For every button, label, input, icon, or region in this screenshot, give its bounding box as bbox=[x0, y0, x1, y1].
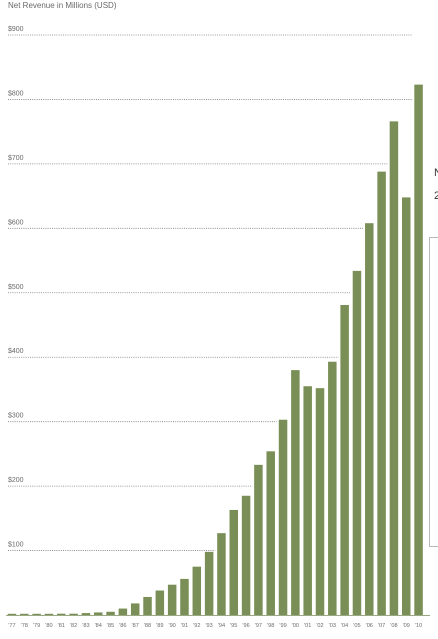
x-tick-label-93: '93 bbox=[205, 623, 212, 629]
bar-09 bbox=[401, 197, 411, 615]
y-tick-label-800: $800 bbox=[8, 90, 24, 97]
x-tick-label-86: '86 bbox=[119, 623, 126, 629]
bar-08 bbox=[389, 121, 399, 616]
x-tick-label-05: '05 bbox=[353, 623, 360, 629]
bar-79 bbox=[32, 613, 41, 615]
bar-05 bbox=[352, 270, 362, 615]
x-tick-label-88: '88 bbox=[144, 623, 151, 629]
y-tick-label-400: $400 bbox=[8, 348, 24, 355]
chart-title: Net Revenue in Millions (USD) bbox=[8, 1, 117, 10]
x-tick-label-78: '78 bbox=[21, 623, 28, 629]
bar-82 bbox=[69, 613, 78, 615]
bar-92 bbox=[192, 566, 202, 615]
x-tick-label-06: '06 bbox=[366, 623, 373, 629]
bar-78 bbox=[20, 613, 29, 615]
bar-00 bbox=[291, 370, 300, 615]
x-tick-label-97: '97 bbox=[255, 623, 262, 629]
side-text-fragment-1: N bbox=[434, 167, 438, 179]
x-tick-label-04: '04 bbox=[341, 623, 348, 629]
bar-94 bbox=[217, 533, 226, 615]
x-tick-label-85: '85 bbox=[107, 623, 114, 629]
x-tick-label-89: '89 bbox=[156, 623, 163, 629]
side-panel-edge bbox=[429, 237, 438, 547]
x-tick-label-09: '09 bbox=[403, 623, 410, 629]
bar-06 bbox=[365, 223, 374, 615]
bar-89 bbox=[155, 590, 165, 615]
x-tick-label-02: '02 bbox=[316, 623, 323, 629]
x-tick-label-03: '03 bbox=[329, 623, 336, 629]
bar-91 bbox=[180, 578, 189, 615]
x-tick-label-96: '96 bbox=[242, 623, 249, 629]
bar-85 bbox=[106, 611, 115, 615]
bar-88 bbox=[143, 596, 152, 615]
x-tick-label-90: '90 bbox=[169, 623, 176, 629]
side-text-fragment-2: 2 bbox=[434, 190, 438, 202]
x-tick-label-81: '81 bbox=[58, 623, 65, 629]
bar-03 bbox=[328, 361, 337, 615]
x-tick-label-83: '83 bbox=[82, 623, 89, 629]
y-tick-label-300: $300 bbox=[8, 413, 24, 420]
bar-80 bbox=[44, 613, 54, 615]
y-tick-label-600: $600 bbox=[8, 219, 24, 226]
bar-90 bbox=[167, 584, 177, 615]
x-tick-label-99: '99 bbox=[279, 623, 286, 629]
x-tick-label-00: '00 bbox=[292, 623, 299, 629]
x-tick-label-80: '80 bbox=[45, 623, 52, 629]
x-tick-label-98: '98 bbox=[267, 623, 274, 629]
bar-07 bbox=[377, 171, 386, 615]
x-tick-label-10: '10 bbox=[415, 623, 422, 629]
bar-96 bbox=[241, 495, 251, 615]
y-tick-label-500: $500 bbox=[8, 284, 24, 291]
x-tick-label-91: '91 bbox=[181, 623, 188, 629]
bar-87 bbox=[130, 603, 140, 615]
y-tick-label-100: $100 bbox=[8, 542, 24, 549]
bar-83 bbox=[81, 613, 91, 615]
x-tick-label-92: '92 bbox=[193, 623, 200, 629]
x-tick-label-94: '94 bbox=[218, 623, 225, 629]
bar-99 bbox=[278, 419, 288, 615]
x-tick-label-95: '95 bbox=[230, 623, 237, 629]
x-tick-label-07: '07 bbox=[378, 623, 385, 629]
bar-93 bbox=[204, 551, 214, 615]
x-tick-label-79: '79 bbox=[33, 623, 40, 629]
bar-04 bbox=[340, 305, 349, 615]
bar-02 bbox=[315, 388, 325, 615]
bar-84 bbox=[93, 612, 103, 615]
bar-97 bbox=[254, 464, 263, 615]
bar-81 bbox=[57, 613, 66, 615]
bar-77 bbox=[7, 613, 17, 615]
x-tick-label-08: '08 bbox=[390, 623, 397, 629]
bar-10 bbox=[414, 84, 423, 616]
x-tick-label-84: '84 bbox=[95, 623, 102, 629]
bar-95 bbox=[229, 509, 239, 615]
x-tick-label-77: '77 bbox=[8, 623, 15, 629]
x-tick-label-87: '87 bbox=[132, 623, 139, 629]
y-tick-label-700: $700 bbox=[8, 155, 24, 162]
y-tick-label-200: $200 bbox=[8, 477, 24, 484]
x-tick-label-82: '82 bbox=[70, 623, 77, 629]
bar-01 bbox=[303, 386, 312, 615]
x-tick-label-01: '01 bbox=[304, 623, 311, 629]
bar-98 bbox=[266, 451, 275, 615]
y-tick-label-900: $900 bbox=[8, 26, 24, 33]
bar-86 bbox=[118, 608, 128, 615]
